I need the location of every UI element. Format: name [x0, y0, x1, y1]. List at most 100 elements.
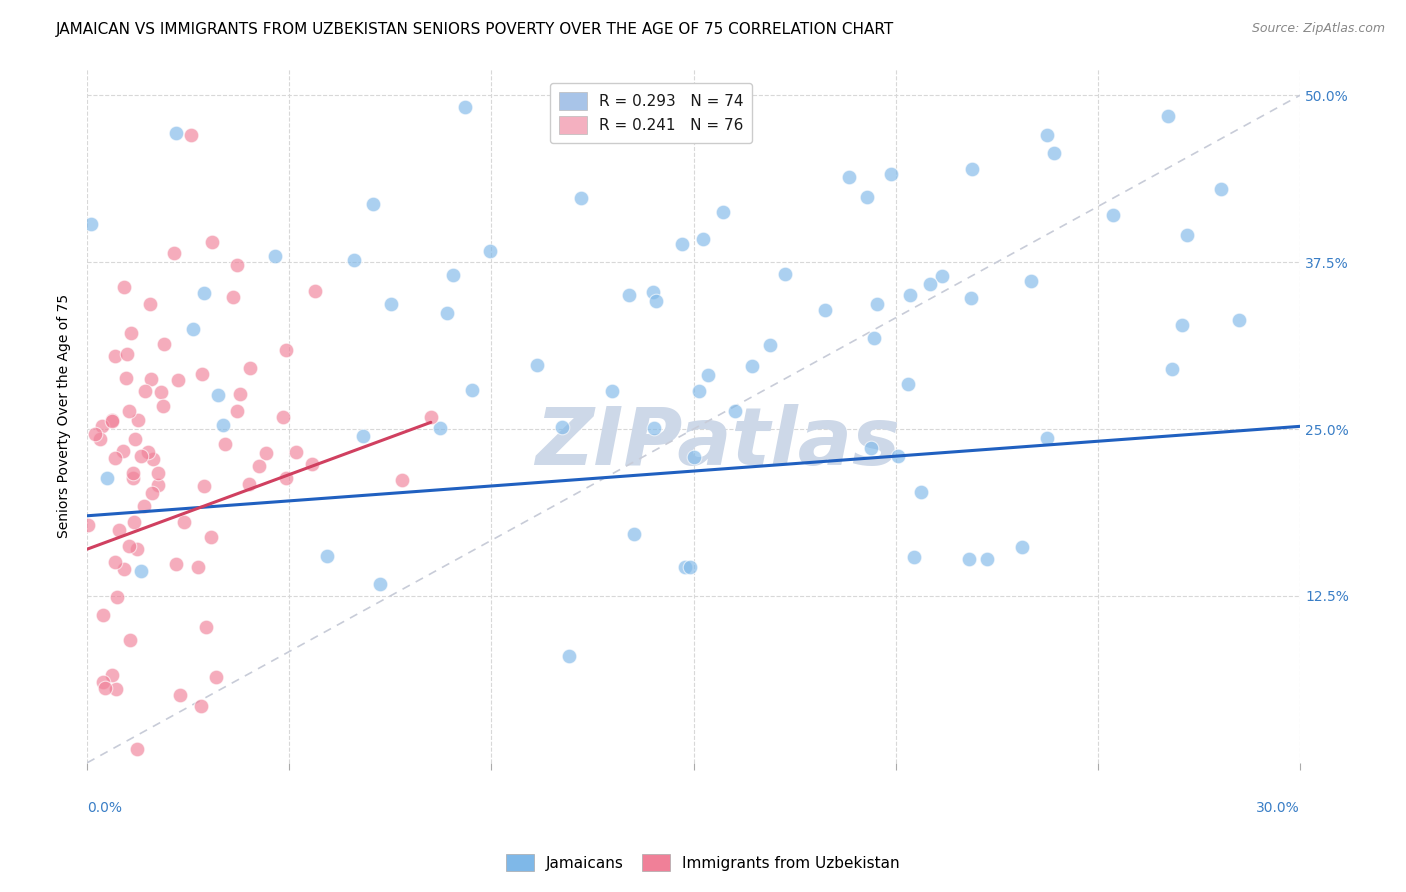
Point: [239, 361, 262, 376]
Point: [122, 466, 145, 480]
Point: [1043, 146, 1066, 161]
Point: [222, 291, 245, 305]
Point: [671, 236, 693, 251]
Point: [193, 285, 215, 300]
Point: [142, 452, 165, 467]
Point: [104, 555, 127, 569]
Point: [863, 330, 886, 344]
Point: [165, 126, 187, 140]
Point: [100, 414, 122, 428]
Point: [125, 742, 148, 756]
Point: [127, 541, 149, 556]
Point: [419, 409, 441, 424]
Point: [238, 476, 260, 491]
Point: [108, 523, 131, 537]
Point: [190, 698, 212, 713]
Point: [1011, 540, 1033, 554]
Point: [104, 349, 127, 363]
Point: [813, 302, 835, 317]
Point: [132, 499, 155, 513]
Point: [284, 444, 307, 458]
Point: [645, 293, 668, 308]
Point: [897, 376, 920, 391]
Point: [96, 471, 118, 485]
Point: [856, 190, 879, 204]
Point: [1102, 208, 1125, 222]
Point: [84, 426, 107, 441]
Point: [200, 531, 222, 545]
Point: [316, 549, 339, 563]
Point: [163, 246, 186, 260]
Point: [697, 368, 720, 382]
Point: [353, 429, 375, 443]
Point: [129, 449, 152, 463]
Text: Source: ZipAtlas.com: Source: ZipAtlas.com: [1251, 22, 1385, 36]
Point: [120, 326, 142, 340]
Point: [112, 562, 135, 576]
Point: [204, 670, 226, 684]
Point: [1170, 318, 1192, 332]
Point: [201, 235, 224, 250]
Point: [558, 648, 581, 663]
Point: [152, 399, 174, 413]
Point: [960, 161, 983, 176]
Point: [918, 277, 941, 292]
Point: [860, 441, 883, 455]
Point: [141, 486, 163, 500]
Point: [623, 527, 645, 541]
Point: [274, 343, 297, 357]
Point: [441, 268, 464, 283]
Point: [1157, 109, 1180, 123]
Point: [304, 284, 326, 298]
Point: [180, 128, 202, 143]
Point: [193, 479, 215, 493]
Text: JAMAICAN VS IMMIGRANTS FROM UZBEKISTAN SENIORS POVERTY OVER THE AGE OF 75 CORREL: JAMAICAN VS IMMIGRANTS FROM UZBEKISTAN S…: [56, 22, 894, 37]
Point: [429, 421, 451, 435]
Point: [1229, 313, 1251, 327]
Point: [77, 518, 100, 533]
Point: [898, 288, 921, 302]
Point: [112, 280, 135, 294]
Text: 0.0%: 0.0%: [87, 801, 122, 815]
Point: [207, 388, 229, 402]
Point: [678, 560, 700, 574]
Point: [121, 471, 143, 485]
Point: [301, 458, 323, 472]
Point: [641, 285, 664, 299]
Point: [190, 368, 212, 382]
Point: [617, 288, 640, 302]
Point: [80, 217, 103, 231]
Point: [1036, 431, 1059, 445]
Text: ZIPatlas: ZIPatlas: [536, 404, 900, 483]
Point: [167, 372, 190, 386]
Point: [149, 384, 172, 399]
Point: [101, 668, 124, 682]
Point: [461, 383, 484, 397]
Point: [957, 551, 980, 566]
Point: [254, 446, 277, 460]
Point: [711, 204, 734, 219]
Point: [129, 564, 152, 578]
Point: [139, 297, 162, 311]
Point: [931, 269, 953, 284]
Point: [105, 590, 128, 604]
Point: [887, 449, 910, 463]
Point: [120, 632, 142, 647]
Point: [228, 387, 250, 401]
Point: [569, 191, 592, 205]
Point: [94, 681, 117, 695]
Point: [361, 197, 384, 211]
Point: [105, 681, 128, 696]
Point: [100, 413, 122, 427]
Point: [692, 232, 714, 246]
Point: [173, 516, 195, 530]
Point: [146, 477, 169, 491]
Point: [136, 445, 159, 459]
Point: [479, 244, 502, 258]
Point: [380, 297, 402, 311]
Point: [124, 516, 146, 530]
Text: 30.0%: 30.0%: [1257, 801, 1301, 815]
Point: [214, 437, 236, 451]
Point: [181, 321, 204, 335]
Legend: R = 0.293   N = 74, R = 0.241   N = 76: R = 0.293 N = 74, R = 0.241 N = 76: [550, 83, 752, 143]
